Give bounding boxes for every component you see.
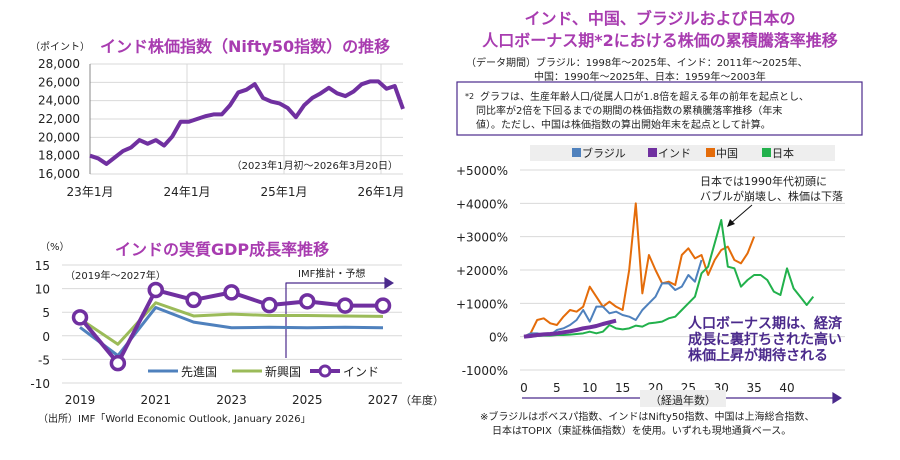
y-axis-unit: （ポイント） bbox=[30, 41, 90, 53]
y-tick-label: 26,000 bbox=[38, 75, 80, 89]
india-marker bbox=[299, 293, 316, 310]
legend-label: 新興国 bbox=[265, 364, 301, 379]
nifty-line bbox=[89, 79, 405, 166]
chart-title-line: インド、中国、ブラジルおよび日本の bbox=[524, 9, 795, 28]
y-tick-label: 15 bbox=[35, 259, 50, 273]
x-axis-arrow-head bbox=[832, 392, 842, 404]
legend-label: ブラジル bbox=[582, 146, 626, 160]
x-tick-label: 0 bbox=[520, 381, 528, 395]
y-tick-label: 18,000 bbox=[38, 149, 80, 163]
y-tick-label: +3000% bbox=[456, 231, 508, 245]
legend-label: 日本 bbox=[772, 146, 794, 160]
y-tick-label: +4000% bbox=[456, 197, 508, 211]
footnote-mark: *2 bbox=[465, 92, 474, 101]
x-tick-label: 35 bbox=[746, 381, 761, 395]
period-note: （2023年1月初～2026年3月20日） bbox=[232, 159, 398, 172]
y-tick-label: 20,000 bbox=[38, 130, 80, 144]
x-tick-label: 40 bbox=[779, 381, 794, 395]
india-marker bbox=[71, 309, 89, 326]
forecast-arrow bbox=[285, 282, 388, 358]
series-line-2 bbox=[523, 202, 756, 338]
footnote-line: 値）。ただし、中国は株価指数の算出開始年末を起点として計算。 bbox=[476, 118, 771, 131]
y-tick-label: +5000% bbox=[456, 164, 508, 178]
legend-label: インド bbox=[658, 147, 691, 160]
chart-title: インドの実質GDP成長率推移 bbox=[115, 240, 329, 259]
y-tick-label: 0 bbox=[42, 330, 50, 344]
forecast-label: IMF推計・予想 bbox=[298, 267, 365, 280]
legend-bg bbox=[530, 145, 835, 161]
india-marker bbox=[336, 297, 354, 314]
india-marker bbox=[374, 297, 392, 314]
legend-swatch bbox=[762, 148, 771, 157]
x-label-bg bbox=[640, 390, 726, 407]
annotation-arrow bbox=[729, 204, 753, 225]
india-marker bbox=[185, 291, 202, 309]
x-tick-label: 23年1月 bbox=[67, 185, 114, 199]
india-marker bbox=[261, 296, 278, 314]
x-tick-label: 2023 bbox=[216, 393, 247, 407]
source-note: （出所）IMF「World Economic Outlook, January … bbox=[38, 412, 311, 425]
x-tick-label: 15 bbox=[615, 381, 630, 395]
y-tick-label: 10 bbox=[35, 283, 50, 297]
annotation-line: バブルが崩壊し、株価は下落 bbox=[700, 189, 843, 203]
y-tick-label: 28,000 bbox=[38, 57, 80, 71]
x-tick-label: 5 bbox=[553, 381, 561, 395]
series-line-1 bbox=[523, 318, 617, 339]
india-marker bbox=[223, 284, 240, 301]
y-tick-label: 0% bbox=[489, 331, 508, 345]
y-tick-label: -5 bbox=[38, 353, 50, 367]
x-tick-label: 25年1月 bbox=[261, 185, 308, 199]
annotation-arrow-head bbox=[727, 219, 735, 227]
x-tick-label: 26年1月 bbox=[358, 185, 405, 199]
footnote-box bbox=[456, 81, 863, 136]
footnote-line: 同比率が2倍を下回るまでの期間の株価指数の累積騰落率推移（年末 bbox=[476, 104, 782, 117]
x-tick-label: 2025 bbox=[292, 393, 323, 407]
footnote-line: グラフは、生産年齢人口/従属人口が1.8倍を超える年の前年を起点とし、 bbox=[480, 90, 809, 103]
callout-line: 成長に裏打ちされた高い bbox=[688, 331, 842, 348]
forecast-arrow-head bbox=[384, 277, 394, 289]
x-tick-label: 24年1月 bbox=[164, 185, 211, 199]
callout-line: 人口ボーナス期は、経済 bbox=[688, 315, 843, 332]
x-axis-unit: （年度） bbox=[400, 393, 444, 407]
y-tick-label: -10 bbox=[30, 377, 50, 391]
footnote-note: 日本はTOPIX（東証株価指数）を使用。いずれも現地通貨ベース。 bbox=[492, 424, 791, 437]
legend-label: 先進国 bbox=[181, 365, 217, 379]
legend-swatch bbox=[648, 148, 657, 157]
india-marker bbox=[109, 354, 127, 372]
legend-label: インド bbox=[343, 365, 379, 379]
series-line-3 bbox=[524, 219, 815, 338]
data-period: （データ期間）ブラジル：1998年～2025年、インド：2011年～2025年、 bbox=[466, 56, 808, 69]
india-marker bbox=[147, 281, 164, 299]
y-tick-label: -1000% bbox=[462, 364, 508, 378]
y-tick-label: 5 bbox=[42, 306, 50, 320]
series-line-0 bbox=[523, 259, 703, 338]
y-tick-label: 16,000 bbox=[38, 167, 80, 181]
legend-marker bbox=[318, 364, 332, 378]
y-tick-label: 22,000 bbox=[38, 112, 80, 126]
annotation-line: 日本では1990年代初頭に bbox=[700, 174, 827, 188]
x-tick-label: 10 bbox=[582, 381, 597, 395]
chart-title-line: 人口ボーナス期*2における株価の累積騰落率推移 bbox=[482, 31, 838, 50]
chart-title: インド株価指数（Nifty50指数）の推移 bbox=[100, 37, 390, 56]
legend-label: 中国 bbox=[716, 147, 738, 160]
x-tick-label: 2021 bbox=[140, 393, 171, 407]
legend-swatch bbox=[706, 148, 715, 157]
x-axis-label: （経過年数） bbox=[650, 393, 716, 407]
y-tick-label: 24,000 bbox=[38, 94, 80, 108]
legend-swatch bbox=[572, 148, 581, 157]
y-tick-label: +2000% bbox=[456, 264, 508, 278]
data-period: 中国：1990年～2025年、日本：1959年～2003年 bbox=[534, 70, 766, 83]
x-tick-label: 2027 bbox=[368, 393, 399, 407]
x-tick-label: 2019 bbox=[65, 393, 96, 407]
y-tick-label: +1000% bbox=[456, 297, 508, 311]
callout-line: 株価上昇が期待される bbox=[688, 347, 828, 364]
series-line-1 bbox=[79, 301, 384, 346]
period-note: （2019年～2027年） bbox=[65, 269, 166, 282]
y-axis-unit: （%） bbox=[40, 241, 70, 253]
footnote-note: ※ブラジルはボベスパ指数、インドはNifty50指数、中国は上海総合指数、 bbox=[480, 410, 815, 423]
